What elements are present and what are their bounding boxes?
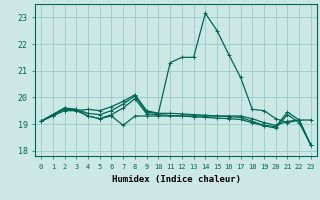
X-axis label: Humidex (Indice chaleur): Humidex (Indice chaleur) — [111, 175, 241, 184]
